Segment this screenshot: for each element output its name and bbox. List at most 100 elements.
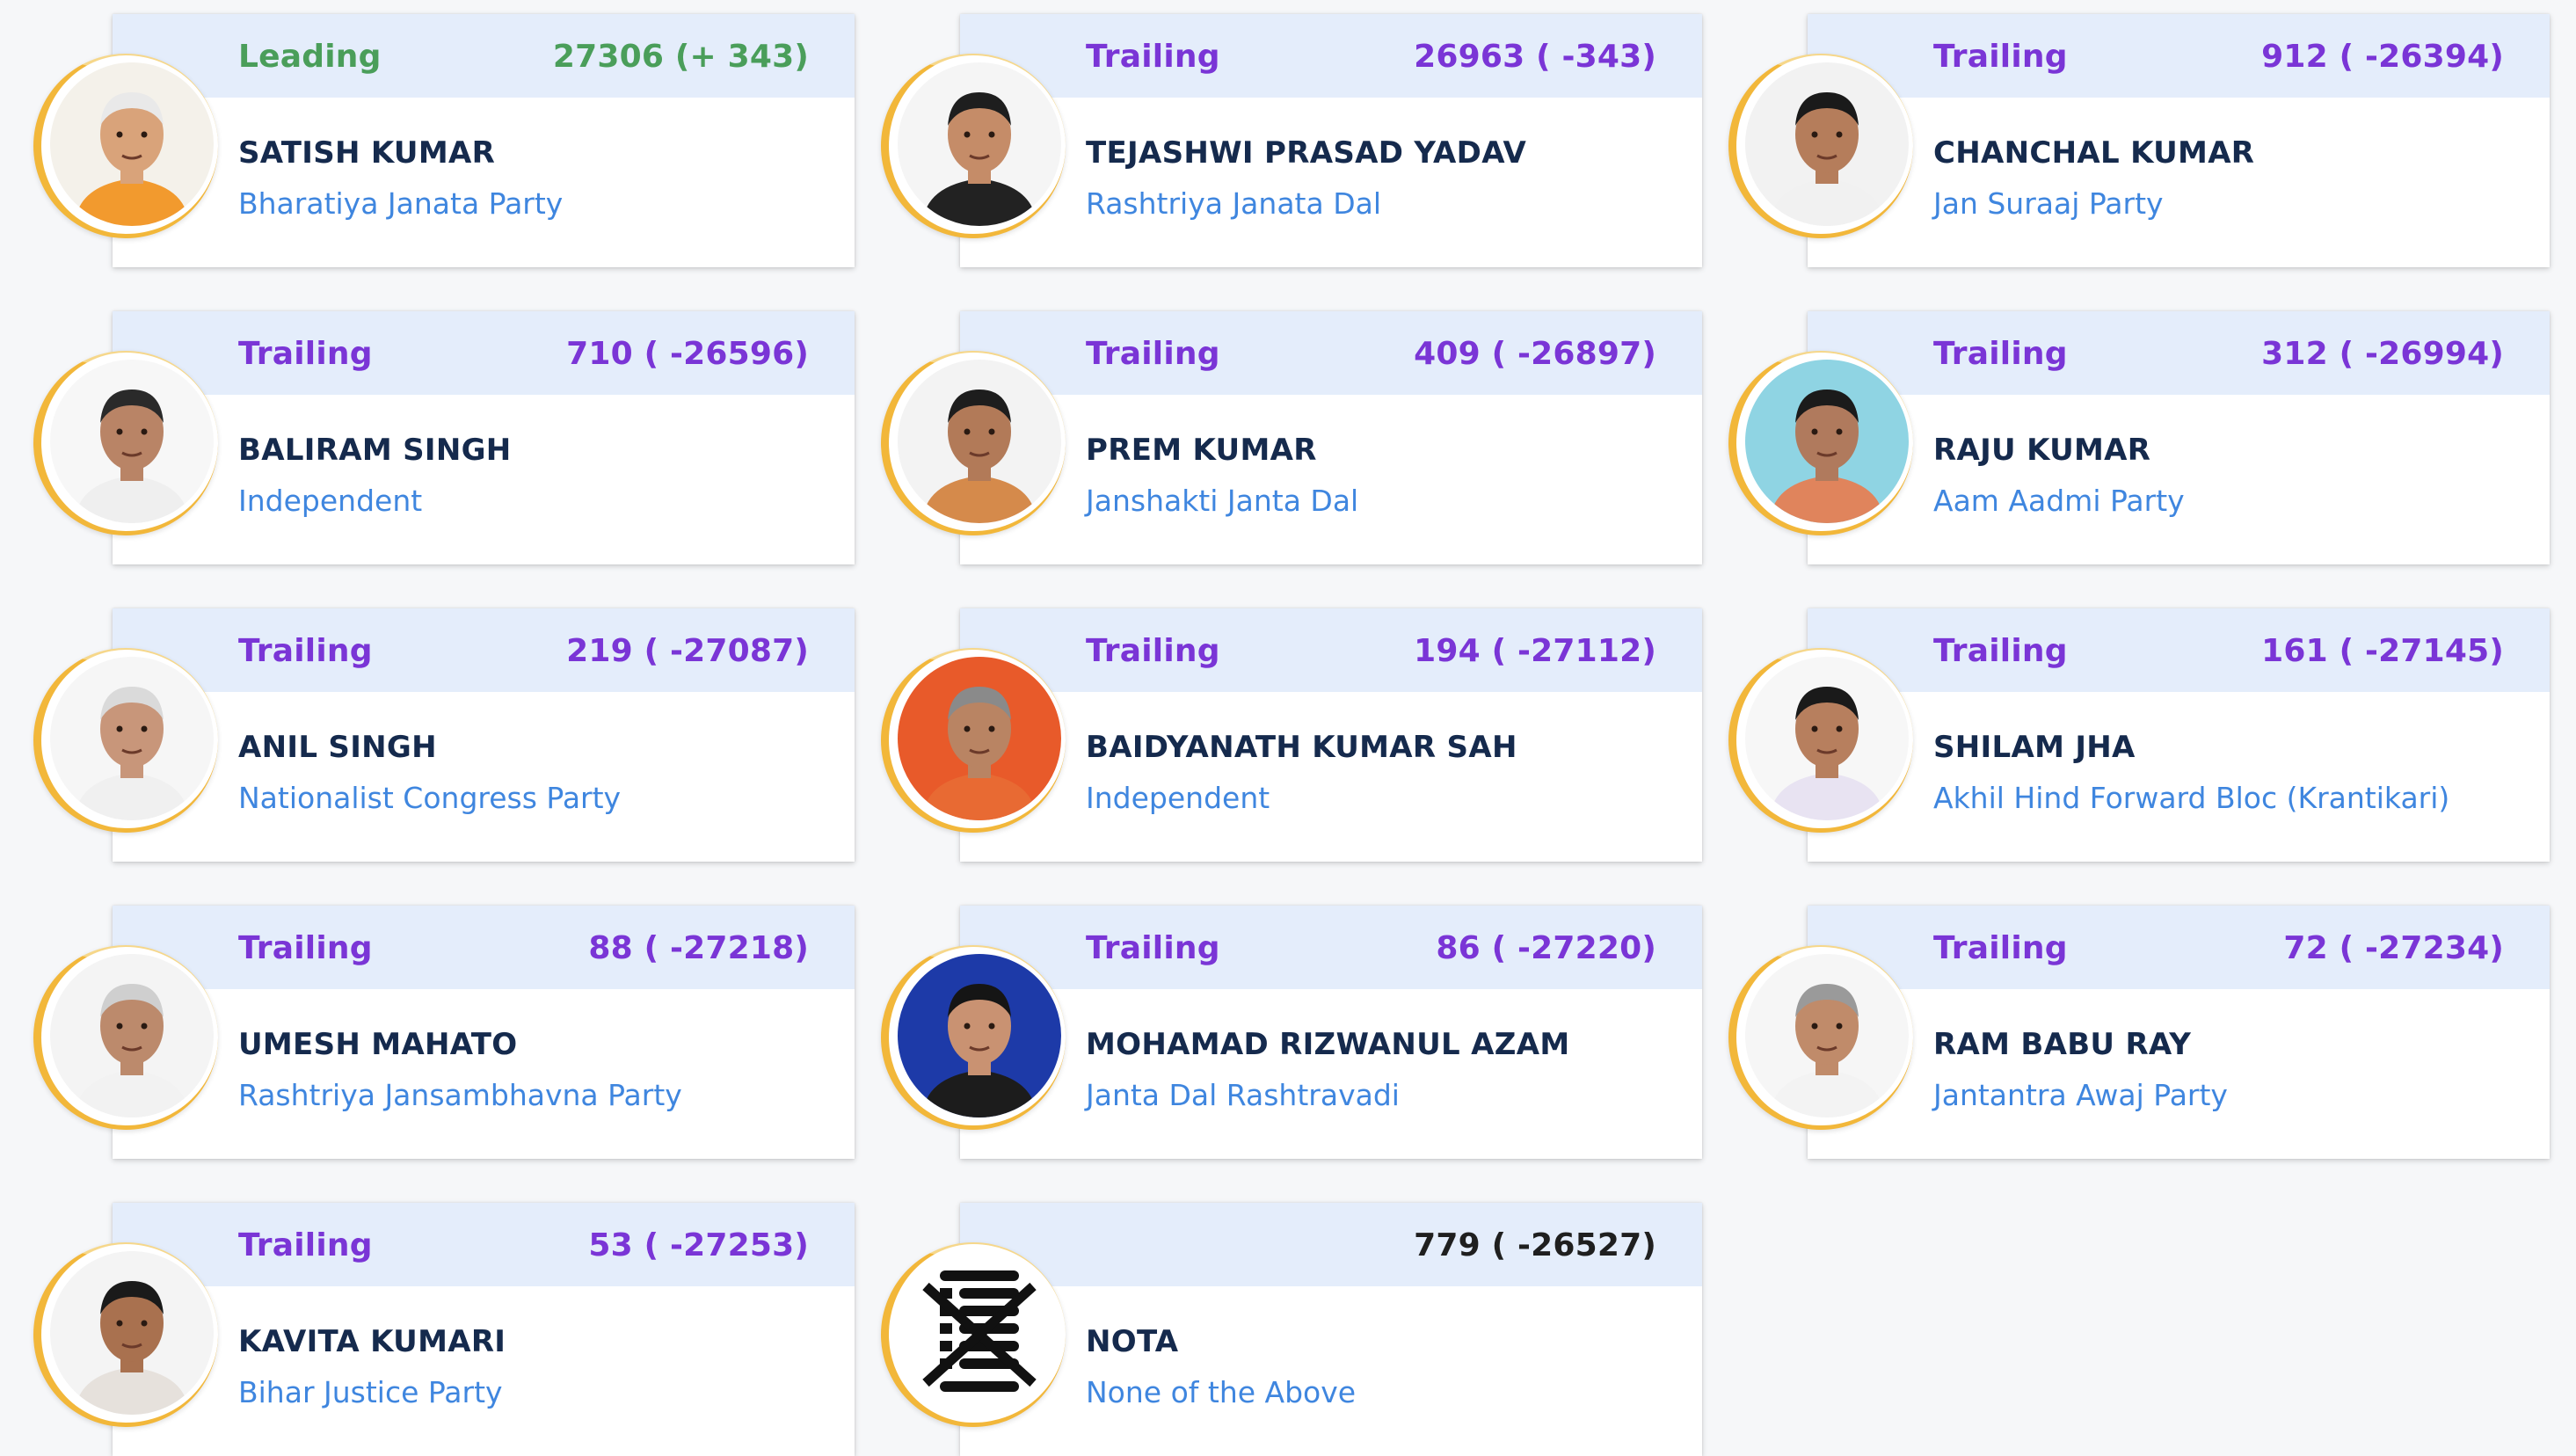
avatar xyxy=(881,945,1066,1130)
vote-count: 779 ( -26527) xyxy=(1414,1227,1656,1263)
candidate-photo xyxy=(1745,360,1909,523)
avatar xyxy=(881,1242,1066,1427)
nota-symbol-icon xyxy=(898,1251,1061,1415)
vote-count: 86 ( -27220) xyxy=(1436,930,1656,966)
party-name: Rashtriya Jansambhavna Party xyxy=(238,1078,682,1112)
candidate-photo xyxy=(898,62,1061,226)
avatar xyxy=(33,945,218,1130)
candidate-name: BALIRAM SINGH xyxy=(238,433,512,468)
candidate-name: SATISH KUMAR xyxy=(238,135,496,171)
candidate-photo xyxy=(50,657,214,820)
party-name: Bihar Justice Party xyxy=(238,1375,503,1409)
party-name: Nationalist Congress Party xyxy=(238,781,622,815)
card-header xyxy=(113,311,855,395)
avatar xyxy=(1728,54,1913,238)
candidate-photo xyxy=(1745,657,1909,820)
card-header xyxy=(960,311,1702,395)
vote-count: 219 ( -27087) xyxy=(566,633,809,669)
card-header xyxy=(113,14,855,98)
candidate-name: PREM KUMAR xyxy=(1086,433,1317,468)
avatar xyxy=(1728,945,1913,1130)
status-label: Leading xyxy=(238,39,382,75)
candidate-card: Trailing 912 ( -26394) CHANCHAL KUMAR Ja… xyxy=(1808,14,2550,267)
avatar xyxy=(1728,648,1913,833)
party-name: Janta Dal Rashtravadi xyxy=(1086,1078,1400,1112)
party-name: Jan Suraaj Party xyxy=(1933,186,2164,221)
candidate-name: RAM BABU RAY xyxy=(1933,1027,2192,1062)
candidate-card: Trailing 161 ( -27145) SHILAM JHA Akhil … xyxy=(1808,608,2550,862)
status-label: Trailing xyxy=(1086,633,1220,669)
candidate-name: NOTA xyxy=(1086,1324,1179,1359)
card-header xyxy=(960,906,1702,989)
avatar xyxy=(33,54,218,238)
vote-count: 912 ( -26394) xyxy=(2261,39,2504,75)
candidate-photo xyxy=(50,954,214,1117)
party-name: Janshakti Janta Dal xyxy=(1086,484,1359,518)
status-label: Trailing xyxy=(1933,336,2068,372)
vote-count: 27306 (+ 343) xyxy=(552,39,809,75)
status-label: Trailing xyxy=(1086,336,1220,372)
vote-count: 710 ( -26596) xyxy=(566,336,809,372)
card-header xyxy=(113,1203,855,1286)
candidate-photo xyxy=(50,62,214,226)
candidate-photo xyxy=(898,954,1061,1117)
candidate-card: Trailing 88 ( -27218) UMESH MAHATO Rasht… xyxy=(113,906,855,1159)
candidate-photo xyxy=(1745,954,1909,1117)
avatar xyxy=(33,648,218,833)
avatar xyxy=(33,351,218,535)
candidate-card: Trailing 26963 ( -343) TEJASHWI PRASAD Y… xyxy=(960,14,1702,267)
avatar xyxy=(1728,351,1913,535)
party-name: Akhil Hind Forward Bloc (Krantikari) xyxy=(1933,781,2450,815)
candidate-card: Trailing 194 ( -27112) BAIDYANATH KUMAR … xyxy=(960,608,1702,862)
card-header xyxy=(960,608,1702,692)
vote-count: 88 ( -27218) xyxy=(588,930,809,966)
party-name: Jantantra Awaj Party xyxy=(1933,1078,2228,1112)
vote-count: 312 ( -26994) xyxy=(2261,336,2504,372)
card-header xyxy=(1808,906,2550,989)
card-header xyxy=(1808,608,2550,692)
candidate-name: BAIDYANATH KUMAR SAH xyxy=(1086,730,1517,765)
party-name: Aam Aadmi Party xyxy=(1933,484,2185,518)
card-header xyxy=(113,608,855,692)
candidate-photo xyxy=(50,360,214,523)
candidate-card: Trailing 312 ( -26994) RAJU KUMAR Aam Aa… xyxy=(1808,311,2550,564)
candidate-name: UMESH MAHATO xyxy=(238,1027,518,1062)
status-label: Trailing xyxy=(238,336,373,372)
candidate-card: Trailing 72 ( -27234) RAM BABU RAY Janta… xyxy=(1808,906,2550,1159)
vote-count: 72 ( -27234) xyxy=(2283,930,2504,966)
vote-count: 409 ( -26897) xyxy=(1414,336,1656,372)
party-name: None of the Above xyxy=(1086,1375,1357,1409)
candidate-card: Leading 27306 (+ 343) SATISH KUMAR Bhara… xyxy=(113,14,855,267)
candidate-name: KAVITA KUMARI xyxy=(238,1324,506,1359)
candidate-photo xyxy=(50,1251,214,1415)
candidate-photo xyxy=(898,657,1061,820)
candidate-card: 779 ( -26527) NOTA None of the Above xyxy=(960,1203,1702,1456)
status-label: Trailing xyxy=(1933,633,2068,669)
status-label: Trailing xyxy=(1086,930,1220,966)
candidate-card: Trailing 710 ( -26596) BALIRAM SINGH Ind… xyxy=(113,311,855,564)
candidate-card: Trailing 219 ( -27087) ANIL SINGH Nation… xyxy=(113,608,855,862)
status-label: Trailing xyxy=(238,1227,373,1263)
avatar xyxy=(881,351,1066,535)
status-label: Trailing xyxy=(238,930,373,966)
candidate-name: ANIL SINGH xyxy=(238,730,437,765)
vote-count: 194 ( -27112) xyxy=(1414,633,1656,669)
status-label: Trailing xyxy=(238,633,373,669)
party-name: Independent xyxy=(1086,781,1270,815)
candidate-photo xyxy=(898,360,1061,523)
avatar xyxy=(881,648,1066,833)
status-label: Trailing xyxy=(1086,39,1220,75)
card-header xyxy=(1808,14,2550,98)
candidate-name: TEJASHWI PRASAD YADAV xyxy=(1086,135,1527,171)
candidate-name: MOHAMAD RIZWANUL AZAM xyxy=(1086,1027,1570,1062)
candidate-card: Trailing 53 ( -27253) KAVITA KUMARI Biha… xyxy=(113,1203,855,1456)
avatar xyxy=(881,54,1066,238)
party-name: Bharatiya Janata Party xyxy=(238,186,564,221)
candidate-name: CHANCHAL KUMAR xyxy=(1933,135,2255,171)
vote-count: 161 ( -27145) xyxy=(2261,633,2504,669)
vote-count: 53 ( -27253) xyxy=(588,1227,809,1263)
status-label: Trailing xyxy=(1933,930,2068,966)
candidate-name: RAJU KUMAR xyxy=(1933,433,2151,468)
card-header xyxy=(960,1203,1702,1286)
vote-count: 26963 ( -343) xyxy=(1414,39,1656,75)
